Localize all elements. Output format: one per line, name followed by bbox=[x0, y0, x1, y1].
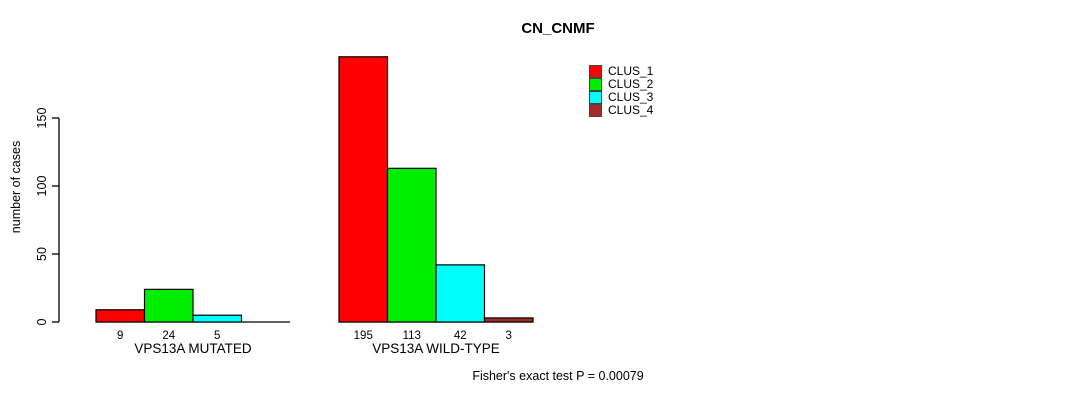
legend-swatch bbox=[589, 104, 602, 117]
y-tick-label: 0 bbox=[35, 318, 49, 325]
legend-item-clus_1: CLUS_1 bbox=[589, 65, 653, 78]
y-tick-label: 100 bbox=[35, 176, 49, 197]
legend-swatch bbox=[589, 78, 602, 91]
bar-clus_2-group2 bbox=[386, 167, 437, 323]
legend-item-clus_4: CLUS_4 bbox=[589, 104, 653, 117]
bar-value-label: 3 bbox=[506, 330, 512, 342]
legend-item-clus_3: CLUS_3 bbox=[589, 91, 653, 104]
legend-label: CLUS_3 bbox=[608, 90, 654, 104]
legend-swatch bbox=[589, 65, 602, 78]
chart-title: CN_CNMF bbox=[521, 20, 595, 37]
bar-value-label: 113 bbox=[403, 330, 421, 342]
bar-value-label: 5 bbox=[214, 330, 220, 342]
legend: CLUS_1 CLUS_2 CLUS_3 CLUS_4 bbox=[589, 65, 653, 117]
group-label: VPS13A MUTATED bbox=[134, 341, 252, 356]
bar-clus_1-group1 bbox=[95, 309, 146, 323]
bar-clus_3-group1 bbox=[192, 314, 243, 323]
legend-item-clus_2: CLUS_2 bbox=[589, 78, 653, 91]
bar-clus_2-group1 bbox=[143, 288, 194, 323]
bar-value-label: 9 bbox=[117, 330, 123, 342]
group-label: VPS13A WILD-TYPE bbox=[372, 341, 500, 356]
legend-swatch bbox=[589, 91, 602, 104]
fisher-test-annotation: Fisher's exact test P = 0.00079 bbox=[472, 369, 644, 383]
legend-label: CLUS_4 bbox=[608, 103, 654, 117]
bar-value-label: 42 bbox=[454, 330, 467, 342]
bar-value-label: 195 bbox=[354, 330, 373, 342]
bar-value-label: 24 bbox=[162, 330, 175, 342]
y-tick-label: 50 bbox=[35, 247, 49, 261]
y-axis-title: number of cases bbox=[9, 141, 23, 233]
bar-clus_4-group2 bbox=[483, 317, 534, 323]
bar-clus_1-group2 bbox=[338, 56, 389, 323]
legend-label: CLUS_1 bbox=[608, 64, 654, 78]
legend-label: CLUS_2 bbox=[608, 77, 654, 91]
y-tick-label: 150 bbox=[35, 108, 49, 129]
bar-clus_3-group2 bbox=[435, 264, 486, 323]
